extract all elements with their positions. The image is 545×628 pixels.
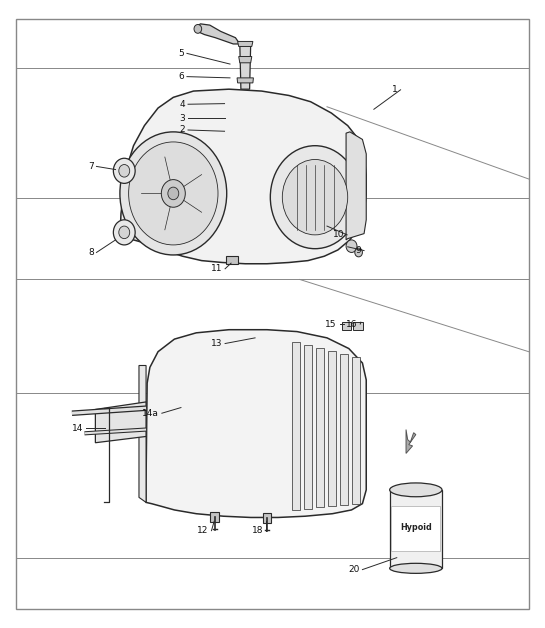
Circle shape	[161, 180, 185, 207]
Text: 12: 12	[197, 526, 209, 535]
Polygon shape	[239, 57, 252, 63]
Polygon shape	[237, 78, 253, 83]
Polygon shape	[238, 41, 253, 46]
Text: 1: 1	[392, 85, 398, 94]
Circle shape	[119, 165, 130, 177]
Polygon shape	[240, 44, 251, 89]
Circle shape	[270, 146, 360, 249]
Text: 6: 6	[178, 72, 184, 81]
Polygon shape	[346, 132, 366, 240]
Text: 3: 3	[179, 114, 185, 122]
Circle shape	[282, 160, 348, 235]
Text: 15: 15	[325, 320, 337, 328]
Polygon shape	[210, 512, 219, 522]
Text: 4: 4	[180, 100, 185, 109]
Text: 20: 20	[348, 565, 360, 574]
Circle shape	[113, 158, 135, 183]
Polygon shape	[263, 513, 271, 523]
Circle shape	[120, 132, 227, 255]
Polygon shape	[340, 354, 348, 505]
Circle shape	[194, 24, 202, 33]
Polygon shape	[226, 256, 238, 264]
Text: 11: 11	[211, 264, 222, 273]
Polygon shape	[352, 357, 360, 504]
Ellipse shape	[390, 483, 442, 497]
Circle shape	[113, 220, 135, 245]
Polygon shape	[120, 89, 366, 264]
Text: 14a: 14a	[142, 409, 159, 418]
Text: 9: 9	[355, 246, 361, 255]
Text: 14: 14	[71, 424, 83, 433]
Polygon shape	[146, 330, 366, 517]
Text: 13: 13	[211, 339, 222, 348]
Text: 7: 7	[88, 162, 94, 171]
Text: Hypoid: Hypoid	[400, 523, 432, 532]
Bar	[390, 490, 442, 568]
Text: 8: 8	[88, 248, 94, 257]
Polygon shape	[316, 348, 324, 507]
Polygon shape	[304, 345, 312, 509]
Text: 18: 18	[252, 526, 263, 535]
Ellipse shape	[390, 563, 442, 573]
Polygon shape	[95, 402, 146, 443]
Text: 5: 5	[178, 49, 184, 58]
Circle shape	[119, 226, 130, 239]
Polygon shape	[342, 322, 351, 330]
Circle shape	[129, 142, 218, 245]
Circle shape	[346, 240, 357, 252]
Text: 10: 10	[333, 230, 344, 239]
Circle shape	[355, 248, 362, 257]
Polygon shape	[328, 351, 336, 506]
Polygon shape	[292, 342, 300, 510]
Circle shape	[168, 187, 179, 200]
Text: 2: 2	[180, 126, 185, 134]
Polygon shape	[353, 322, 363, 330]
Bar	[391, 506, 440, 551]
Polygon shape	[139, 365, 146, 502]
Text: 16: 16	[346, 320, 358, 328]
Polygon shape	[406, 430, 416, 453]
Polygon shape	[196, 24, 240, 44]
